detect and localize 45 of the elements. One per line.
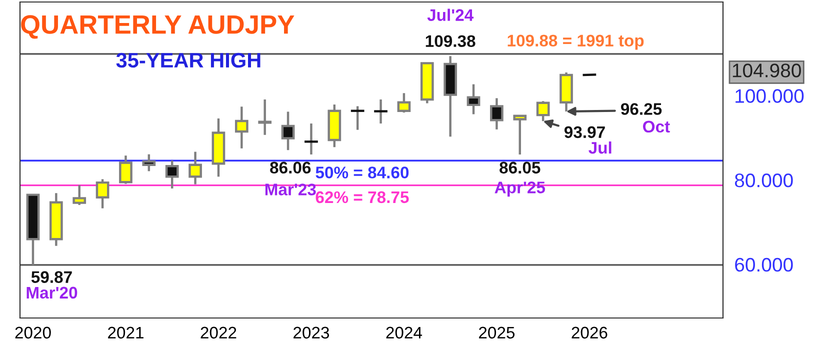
- candlestick: [304, 122, 318, 156]
- annotation: Oct: [643, 120, 670, 133]
- y-tick-label: 60.000: [735, 258, 793, 272]
- candlestick: [96, 178, 110, 210]
- annotation: Jul: [588, 141, 612, 154]
- x-tick-label: 2024: [386, 326, 422, 339]
- annotation: 93.97: [564, 126, 605, 138]
- candlestick: [466, 83, 480, 116]
- annotation: 59.87: [31, 271, 72, 283]
- x-tick-label: 2021: [108, 326, 144, 339]
- x-tick-label: 2026: [572, 326, 608, 339]
- candlestick: [536, 100, 550, 122]
- candlestick: [72, 184, 86, 206]
- annotation: 109.38: [426, 35, 476, 48]
- ref-line-label: 109.88 = 1991 top: [508, 34, 644, 50]
- x-tick-label: 2023: [294, 326, 330, 339]
- x-tick-label: 2020: [15, 326, 51, 339]
- annotation: Mar'23: [265, 184, 316, 196]
- candlestick: [281, 110, 295, 152]
- candlestick: [490, 97, 504, 131]
- text: 104.980: [732, 64, 801, 78]
- x-tick-label: 2022: [200, 326, 236, 339]
- candlestick: [258, 98, 272, 136]
- annotation: 35-YEAR HIGH: [116, 52, 260, 68]
- candlestick: [119, 154, 132, 185]
- ref-line-label: 62% = 78.75: [316, 191, 409, 204]
- ref-line-label: 50% = 84.60: [316, 166, 409, 178]
- candlestick: [350, 105, 364, 131]
- candlestick: [513, 114, 527, 156]
- annotation: 86.06: [270, 162, 311, 174]
- candlestick: [374, 98, 388, 125]
- annotation: 86.05: [500, 162, 540, 174]
- y-tick-label: 100.000: [736, 89, 804, 103]
- annotation: 96.25: [620, 103, 662, 115]
- candlestick: [188, 150, 202, 186]
- y-tick-label: 80.000: [734, 174, 793, 188]
- annotation: Apr'25: [494, 182, 546, 197]
- candlestick: [165, 160, 179, 190]
- candlestick: [234, 106, 248, 150]
- x-tick-label: 2025: [479, 326, 515, 339]
- chart-title: QUARTERLY AUDJPY: [21, 15, 294, 39]
- annotation: Jul'24: [427, 8, 474, 21]
- candlestick: [397, 92, 411, 114]
- annotation: Mar'20: [26, 286, 78, 299]
- candlestick: [142, 153, 156, 172]
